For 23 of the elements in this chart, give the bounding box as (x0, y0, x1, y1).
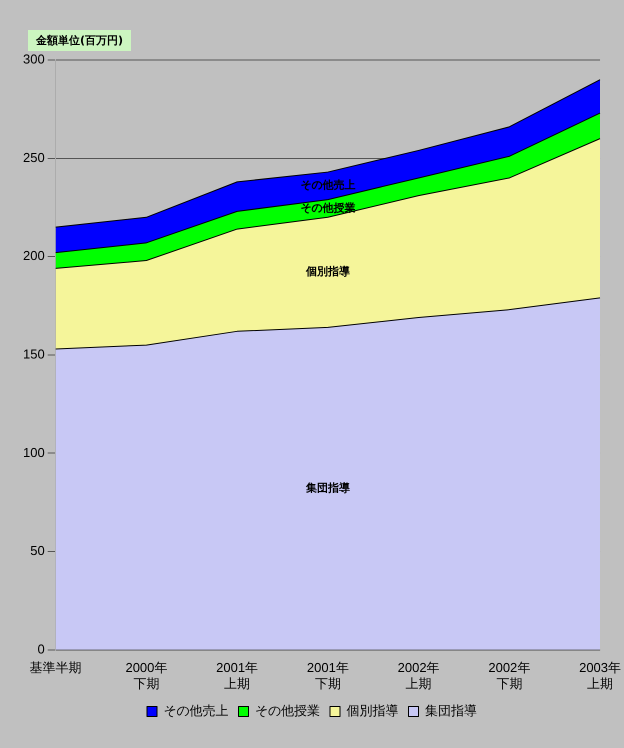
text: 集団指導 (306, 481, 350, 494)
x-tick-label: 基準半期 (30, 660, 82, 676)
x-tick-label: 2001年下期 (306, 660, 349, 691)
y-tick-label: 250 (22, 150, 45, 165)
legend-label: その他売上 (164, 704, 228, 719)
y-tick-label: 0 (37, 641, 45, 656)
text: その他売上 (300, 178, 356, 192)
legend-label: 個別指導 (346, 704, 398, 719)
y-tick-label: 200 (22, 248, 45, 264)
y-tick-label: 300 (22, 52, 45, 67)
text: その他授業 (300, 201, 356, 214)
legend-label: 集団指導 (425, 704, 477, 719)
x-tick-label: 2003年上期 (579, 660, 621, 691)
legend-label: その他授業 (255, 704, 320, 719)
x-tick-label: 2001年上期 (216, 660, 258, 691)
y-axis-title: 金額単位(百万円) (28, 30, 132, 51)
y-tick-label: 50 (30, 543, 45, 558)
x-tick-label: 2002年上期 (398, 660, 440, 691)
x-tick-label: 2000年下期 (125, 660, 168, 691)
text: 個別指導 (306, 265, 350, 278)
y-tick-label: 150 (22, 346, 45, 362)
y-tick-label: 100 (22, 444, 45, 460)
x-tick-label: 2002年下期 (488, 660, 530, 691)
